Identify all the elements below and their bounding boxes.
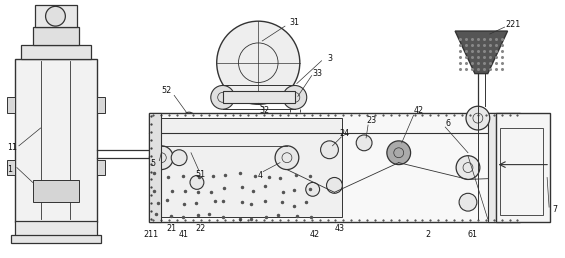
- Text: 33: 33: [312, 69, 323, 78]
- Circle shape: [211, 85, 234, 109]
- Text: 61: 61: [468, 230, 478, 239]
- Bar: [7, 97, 15, 113]
- Bar: [496, 113, 550, 222]
- Circle shape: [306, 182, 320, 196]
- Circle shape: [160, 138, 178, 156]
- Text: 24: 24: [339, 130, 349, 139]
- Text: 211: 211: [144, 230, 159, 239]
- Circle shape: [275, 146, 299, 170]
- Circle shape: [283, 85, 307, 109]
- Text: 221: 221: [506, 20, 521, 29]
- Text: 41: 41: [179, 230, 189, 239]
- Circle shape: [456, 156, 480, 180]
- Text: 42: 42: [310, 230, 320, 239]
- Bar: [159, 136, 197, 158]
- Text: 11: 11: [7, 143, 17, 152]
- Bar: [21, 45, 91, 59]
- Bar: [154, 118, 342, 217]
- Circle shape: [356, 135, 372, 151]
- Text: 7: 7: [553, 205, 558, 214]
- Text: 21: 21: [166, 224, 176, 233]
- Text: 42: 42: [414, 106, 424, 115]
- Bar: [33, 27, 79, 45]
- Text: 43: 43: [334, 224, 345, 233]
- Bar: [15, 59, 97, 222]
- Bar: [33, 180, 79, 202]
- Bar: [15, 221, 97, 237]
- Bar: [223, 91, 295, 103]
- Circle shape: [190, 175, 204, 189]
- Bar: [97, 160, 105, 175]
- Bar: [34, 5, 77, 27]
- Polygon shape: [455, 31, 507, 74]
- Text: 52: 52: [161, 86, 171, 95]
- Text: 32: 32: [259, 106, 270, 115]
- Bar: [97, 97, 105, 113]
- Circle shape: [46, 6, 66, 26]
- Text: 5: 5: [151, 159, 156, 168]
- Circle shape: [171, 150, 187, 166]
- Circle shape: [327, 178, 342, 193]
- Text: 22: 22: [195, 224, 206, 233]
- Bar: [7, 160, 15, 175]
- Circle shape: [459, 193, 477, 211]
- Text: 6: 6: [446, 119, 451, 127]
- Text: 23: 23: [366, 116, 376, 125]
- Text: 51: 51: [196, 170, 206, 179]
- Text: 2: 2: [426, 230, 431, 239]
- Text: 4: 4: [258, 171, 263, 180]
- Circle shape: [150, 146, 173, 170]
- Circle shape: [166, 143, 173, 151]
- Text: 1: 1: [7, 165, 12, 174]
- Circle shape: [466, 106, 490, 130]
- Circle shape: [217, 21, 300, 104]
- Circle shape: [320, 141, 338, 159]
- Bar: [150, 113, 162, 222]
- Bar: [11, 235, 101, 243]
- Bar: [150, 113, 520, 222]
- Text: 3: 3: [327, 54, 332, 63]
- Bar: [488, 113, 496, 222]
- Circle shape: [387, 141, 411, 165]
- Text: 31: 31: [290, 18, 300, 27]
- Bar: [499, 128, 543, 215]
